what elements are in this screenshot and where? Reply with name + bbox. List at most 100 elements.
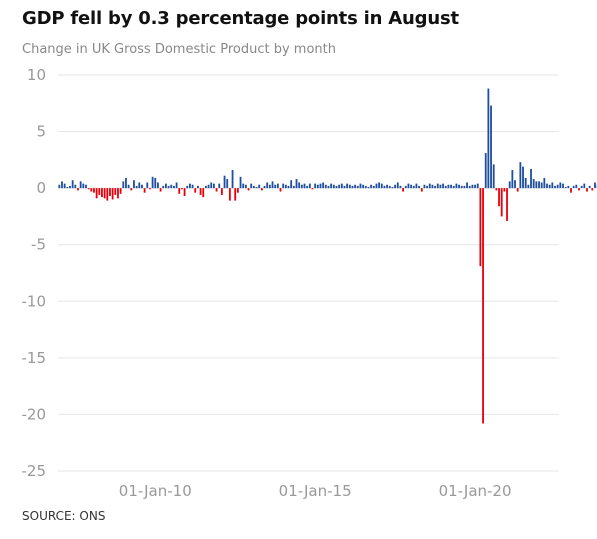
gdp-bar bbox=[135, 185, 138, 189]
y-tick-label: -15 bbox=[22, 349, 47, 367]
gdp-bar bbox=[93, 188, 95, 193]
gdp-bar bbox=[298, 182, 301, 189]
gdp-bar bbox=[516, 188, 519, 192]
gdp-bar bbox=[324, 184, 327, 189]
gdp-bar bbox=[420, 188, 423, 192]
gdp-bar bbox=[442, 183, 444, 189]
x-axis-ticks: 01-Jan-10 01-Jan-15 01-Jan-20 bbox=[119, 482, 512, 500]
gdp-bar bbox=[170, 184, 173, 189]
gdp-bar bbox=[476, 183, 479, 189]
gdp-bar bbox=[378, 182, 381, 189]
gdp-bar bbox=[428, 183, 431, 189]
gdp-bar bbox=[482, 188, 484, 424]
gdp-bar bbox=[439, 184, 442, 189]
gdp-bar bbox=[74, 184, 77, 189]
gdp-bar bbox=[562, 183, 564, 189]
gdp-bar bbox=[98, 188, 101, 195]
gdp-bar bbox=[484, 153, 487, 189]
gdp-bar bbox=[410, 184, 413, 189]
gdp-bar bbox=[178, 188, 181, 194]
y-tick-label: 5 bbox=[36, 123, 46, 141]
gdp-bar bbox=[173, 185, 175, 189]
gdp-bar bbox=[383, 185, 386, 189]
gdp-bar bbox=[359, 183, 362, 189]
gdp-bar bbox=[487, 88, 490, 189]
gdp-bar bbox=[106, 188, 109, 201]
gdp-bar bbox=[210, 182, 213, 189]
gdp-bar bbox=[540, 182, 543, 189]
gdp-bar bbox=[444, 185, 447, 189]
gdp-bar bbox=[271, 181, 274, 189]
gdp-bar bbox=[79, 181, 82, 189]
gdp-bar bbox=[354, 184, 357, 189]
gdp-bar bbox=[415, 183, 418, 189]
y-tick-label: -20 bbox=[22, 405, 47, 423]
gdp-bar bbox=[252, 185, 255, 189]
gdp-bar bbox=[404, 185, 407, 189]
gdp-bar bbox=[396, 182, 399, 189]
gdp-bar bbox=[388, 185, 391, 189]
gdp-bar bbox=[181, 188, 183, 190]
gdp-bar bbox=[468, 185, 471, 189]
gdp-bar bbox=[431, 184, 434, 189]
gdp-bar bbox=[141, 184, 143, 189]
gdp-bar bbox=[149, 188, 151, 190]
gdp-bar bbox=[506, 188, 508, 221]
gdp-bar bbox=[242, 183, 245, 189]
gdp-bar bbox=[194, 188, 197, 193]
gdp-bar bbox=[215, 188, 218, 192]
gdp-bar bbox=[151, 176, 154, 189]
gdp-bar bbox=[157, 182, 159, 189]
gdp-bar bbox=[434, 185, 436, 189]
gdp-bar bbox=[466, 182, 468, 189]
gdp-bar bbox=[239, 176, 242, 189]
gdp-bar bbox=[522, 166, 524, 189]
gdp-bar bbox=[391, 187, 394, 189]
gdp-bar bbox=[335, 185, 338, 189]
y-tick-label: 10 bbox=[27, 66, 46, 84]
x-tick-label: 01-Jan-10 bbox=[119, 482, 192, 500]
gdp-bar bbox=[458, 184, 460, 189]
gdp-bar bbox=[159, 188, 162, 192]
gdp-bar bbox=[538, 181, 540, 189]
gdp-bar bbox=[474, 184, 476, 189]
gdp-bar bbox=[532, 179, 535, 189]
gdp-bar bbox=[519, 162, 522, 189]
gdp-bar bbox=[274, 184, 277, 189]
gdp-bar bbox=[138, 182, 141, 189]
chart-title: GDP fell by 0.3 percentage points in Aug… bbox=[22, 8, 459, 29]
gdp-bar bbox=[133, 180, 135, 189]
gdp-bar bbox=[372, 185, 375, 189]
gdp-bar bbox=[492, 164, 495, 189]
gdp-bar bbox=[426, 185, 428, 189]
gdp-bar bbox=[197, 185, 199, 189]
gdp-bar bbox=[367, 187, 370, 189]
bars bbox=[58, 88, 597, 424]
gdp-bar bbox=[186, 185, 189, 189]
gdp-bar bbox=[258, 184, 261, 189]
gdp-bar bbox=[117, 188, 119, 199]
gdp-bar bbox=[412, 185, 415, 189]
gdp-bar bbox=[111, 188, 114, 200]
gdp-bar bbox=[191, 184, 194, 189]
gdp-bar bbox=[295, 179, 298, 189]
gdp-bar bbox=[218, 183, 221, 189]
gdp-bar bbox=[255, 187, 258, 189]
gdp-bar bbox=[202, 188, 205, 198]
gdp-bar bbox=[500, 188, 503, 217]
gdp-bar bbox=[348, 184, 351, 189]
gdp-bar bbox=[460, 185, 463, 189]
gdp-bar bbox=[332, 184, 335, 189]
gdp-bar bbox=[207, 184, 210, 189]
gdp-bar bbox=[279, 188, 282, 192]
gdp-bar bbox=[114, 188, 117, 195]
gdp-bar bbox=[165, 183, 167, 189]
gdp-bar bbox=[594, 182, 596, 189]
x-tick-label: 01-Jan-15 bbox=[279, 482, 352, 500]
gdp-bar bbox=[63, 183, 66, 189]
gdp-bar bbox=[87, 188, 90, 190]
gdp-bar bbox=[343, 185, 346, 189]
gdp-bar bbox=[556, 184, 559, 189]
gdp-bar bbox=[346, 183, 349, 189]
